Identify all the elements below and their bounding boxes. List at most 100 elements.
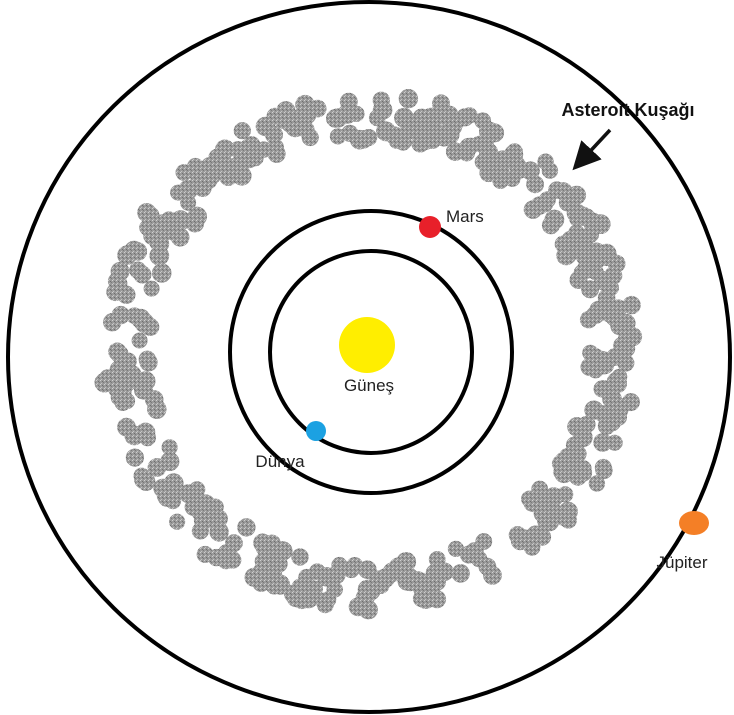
asteroid	[169, 513, 186, 530]
asteroid	[409, 119, 427, 137]
asteroid	[262, 534, 281, 553]
asteroid	[411, 134, 430, 153]
asteroid	[451, 564, 470, 583]
asteroid	[430, 561, 450, 581]
asteroid	[445, 142, 465, 161]
asteroid	[124, 425, 145, 446]
asteroid	[326, 581, 343, 598]
asteroid	[537, 153, 554, 170]
earth-orbit	[268, 249, 474, 455]
asteroid	[582, 344, 599, 361]
asteroid	[125, 448, 144, 467]
asteroid	[558, 447, 577, 466]
mars-label: Mars	[446, 207, 484, 226]
mars-orbit	[228, 209, 514, 495]
asteroid	[274, 111, 292, 129]
asteroid	[151, 263, 172, 283]
asteroid	[114, 394, 131, 411]
asteroid	[134, 470, 153, 489]
asteroid	[531, 480, 549, 498]
asteroid	[237, 518, 256, 537]
asteroid	[255, 141, 272, 158]
asteroid	[137, 203, 157, 222]
asteroid	[544, 209, 565, 230]
asteroid	[139, 353, 158, 372]
asteroid	[478, 142, 499, 162]
asteroid	[328, 108, 348, 128]
asteroid	[331, 556, 348, 573]
asteroid	[568, 224, 585, 241]
asteroid	[341, 124, 359, 142]
asteroid	[187, 206, 208, 227]
asteroid	[129, 261, 147, 279]
asteroid	[514, 529, 533, 548]
asteroid	[199, 170, 218, 190]
asteroid	[400, 567, 419, 587]
asteroid	[154, 214, 172, 233]
asteroid	[593, 433, 612, 452]
asteroid	[297, 121, 315, 138]
asteroid	[385, 126, 405, 146]
asteroid	[582, 225, 600, 243]
asteroid	[122, 368, 143, 389]
asteroid	[193, 511, 212, 530]
asteroid	[339, 92, 358, 111]
asteroid	[543, 487, 564, 507]
sun	[339, 317, 395, 373]
asteroid	[446, 117, 462, 134]
asteroid	[575, 460, 592, 477]
asteroid	[569, 271, 588, 289]
asteroid	[597, 417, 616, 435]
asteroid	[474, 112, 492, 130]
asteroid	[147, 458, 167, 477]
asteroid	[254, 552, 273, 570]
asteroid	[209, 522, 229, 542]
asteroid	[164, 493, 182, 510]
asteroid	[558, 193, 577, 212]
asteroid	[222, 159, 239, 176]
asteroid	[108, 342, 127, 361]
asteroid	[605, 307, 626, 327]
asteroid	[139, 219, 156, 236]
asteroid	[578, 415, 596, 434]
asteroid	[110, 261, 130, 281]
asteroid	[416, 589, 436, 610]
asteroid	[521, 490, 538, 507]
asteroid	[130, 308, 151, 329]
asteroid	[368, 109, 386, 127]
asteroid	[503, 144, 524, 164]
asteroid-belt	[94, 89, 643, 620]
asteroid	[103, 313, 122, 332]
asteroid	[576, 238, 594, 257]
belt-arrow	[572, 128, 612, 171]
asteroid	[510, 160, 530, 179]
earth	[306, 421, 326, 441]
asteroid	[611, 368, 628, 385]
asteroid	[295, 94, 315, 115]
asteroid	[316, 596, 334, 614]
asteroid	[356, 587, 376, 607]
asteroid	[580, 358, 599, 376]
asteroid	[271, 574, 290, 593]
mars	[419, 216, 441, 238]
asteroid	[447, 540, 464, 558]
asteroid	[422, 107, 439, 124]
asteroid	[170, 210, 191, 230]
sun-label: Güneş	[344, 376, 394, 395]
asteroid	[622, 295, 641, 315]
asteroid	[161, 439, 178, 456]
asteroid	[593, 380, 611, 398]
asteroid	[117, 245, 137, 265]
asteroid	[610, 409, 627, 426]
asteroid	[298, 589, 319, 609]
asteroid	[459, 545, 478, 564]
asteroid	[207, 498, 224, 516]
asteroid	[252, 573, 271, 592]
earth-label: Dünya	[255, 452, 305, 471]
jupiter	[679, 511, 709, 535]
asteroid	[606, 348, 624, 366]
asteroid	[309, 563, 326, 580]
asteroid	[233, 122, 251, 140]
asteroid	[143, 280, 160, 297]
